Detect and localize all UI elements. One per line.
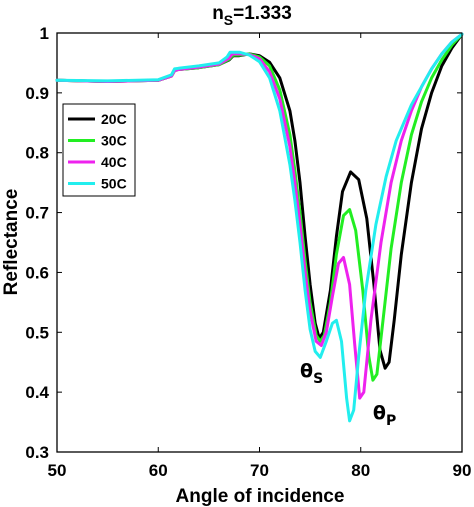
series-line-50c — [55, 32, 464, 423]
annotation-theta-s: θS — [300, 360, 323, 387]
y-tick-label: 0.5 — [25, 323, 49, 342]
y-tick-label: 0.7 — [25, 204, 49, 223]
x-tick-label: 70 — [250, 461, 269, 480]
plot-frame — [56, 32, 463, 453]
y-tick-label: 0.8 — [25, 144, 49, 163]
x-tick-label: 80 — [351, 461, 370, 480]
chart-title: nS=1.333 — [212, 3, 292, 28]
x-tick-label: 50 — [48, 461, 67, 480]
legend-label-50c: 50C — [101, 176, 127, 192]
y-axis-title: Reflectance — [1, 189, 22, 296]
annotation-subscript: S — [313, 371, 323, 387]
annotation-theta-p: θP — [373, 402, 396, 429]
series-layer — [55, 32, 464, 423]
chart-title-suffix: =1.333 — [233, 3, 292, 24]
chart-title-subscript: S — [224, 12, 233, 28]
ticks-layer: 50 60 70 80 90 0.3 0.4 0.5 0.6 0.7 0.8 0.9 1 — [25, 24, 471, 480]
y-tick-label: 0.9 — [25, 84, 49, 103]
y-tick-label: 1 — [40, 24, 49, 43]
annotation-symbol: θ — [373, 402, 386, 424]
y-tick-label: 0.3 — [25, 443, 49, 462]
legend-label-40c: 40C — [101, 154, 127, 170]
annotation-symbol: θ — [300, 360, 313, 382]
y-tick-label: 0.6 — [25, 263, 49, 282]
y-tick-label: 0.4 — [25, 383, 49, 402]
legend-label-30c: 30C — [101, 133, 127, 149]
x-tick-label: 90 — [453, 461, 472, 480]
legend: 20C 30C 40C 50C — [62, 103, 136, 197]
annotation-subscript: P — [386, 413, 396, 429]
x-tick-label: 60 — [149, 461, 168, 480]
legend-label-20c: 20C — [101, 111, 127, 127]
x-axis-title: Angle of incidence — [176, 486, 345, 507]
plot-area — [56, 32, 463, 453]
